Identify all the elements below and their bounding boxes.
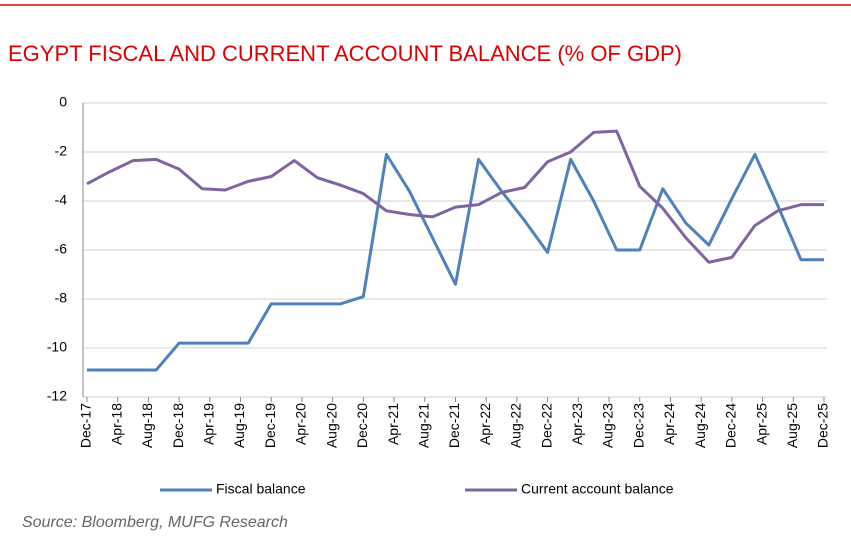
chart-title: EGYPT FISCAL AND CURRENT ACCOUNT BALANCE… [8, 41, 682, 66]
y-tick-label: -2 [55, 143, 68, 159]
x-tick-label: Apr-25 [753, 403, 769, 445]
x-tick-label: Dec-21 [446, 403, 462, 448]
x-tick-label: Apr-20 [293, 403, 309, 445]
x-tick-label: Apr-19 [201, 403, 217, 445]
x-tick-label: Apr-22 [477, 403, 493, 445]
series-line [87, 152, 824, 372]
x-tick-label: Aug-23 [600, 403, 616, 448]
series-line [86, 129, 824, 264]
x-tick-label: Aug-22 [508, 403, 524, 448]
x-tick-label: Aug-20 [323, 403, 339, 448]
x-tick-label: Dec-25 [815, 403, 831, 448]
x-tick-label: Apr-18 [108, 403, 124, 445]
x-tick-label: Apr-23 [569, 403, 585, 445]
x-tick-label: Apr-21 [385, 403, 401, 445]
y-tick-label: 0 [59, 94, 67, 110]
legend-label: Fiscal balance [216, 481, 306, 497]
legend-label: Current account balance [521, 481, 674, 497]
y-tick-label: -12 [47, 388, 67, 404]
y-tick-label: -10 [47, 339, 67, 355]
source-note: Source: Bloomberg, MUFG Research [22, 514, 288, 531]
x-tick-label: Dec-18 [170, 403, 186, 448]
x-tick-label: Aug-25 [784, 403, 800, 448]
x-tick-label: Aug-18 [139, 403, 155, 448]
y-tick-label: -4 [55, 192, 68, 208]
x-tick-label: Aug-19 [231, 403, 247, 448]
x-tick-label: Dec-24 [723, 403, 739, 448]
x-tick-label: Aug-24 [692, 403, 708, 448]
x-tick-label: Dec-23 [630, 403, 646, 448]
y-tick-label: -8 [55, 290, 68, 306]
x-tick-label: Dec-19 [262, 403, 278, 448]
x-tick-label: Apr-24 [661, 403, 677, 445]
x-tick-label: Aug-21 [415, 403, 431, 448]
x-tick-label: Dec-22 [538, 403, 554, 448]
y-tick-label: -6 [55, 241, 68, 257]
x-tick-label: Dec-20 [354, 403, 370, 448]
x-tick-label: Dec-17 [78, 403, 94, 448]
